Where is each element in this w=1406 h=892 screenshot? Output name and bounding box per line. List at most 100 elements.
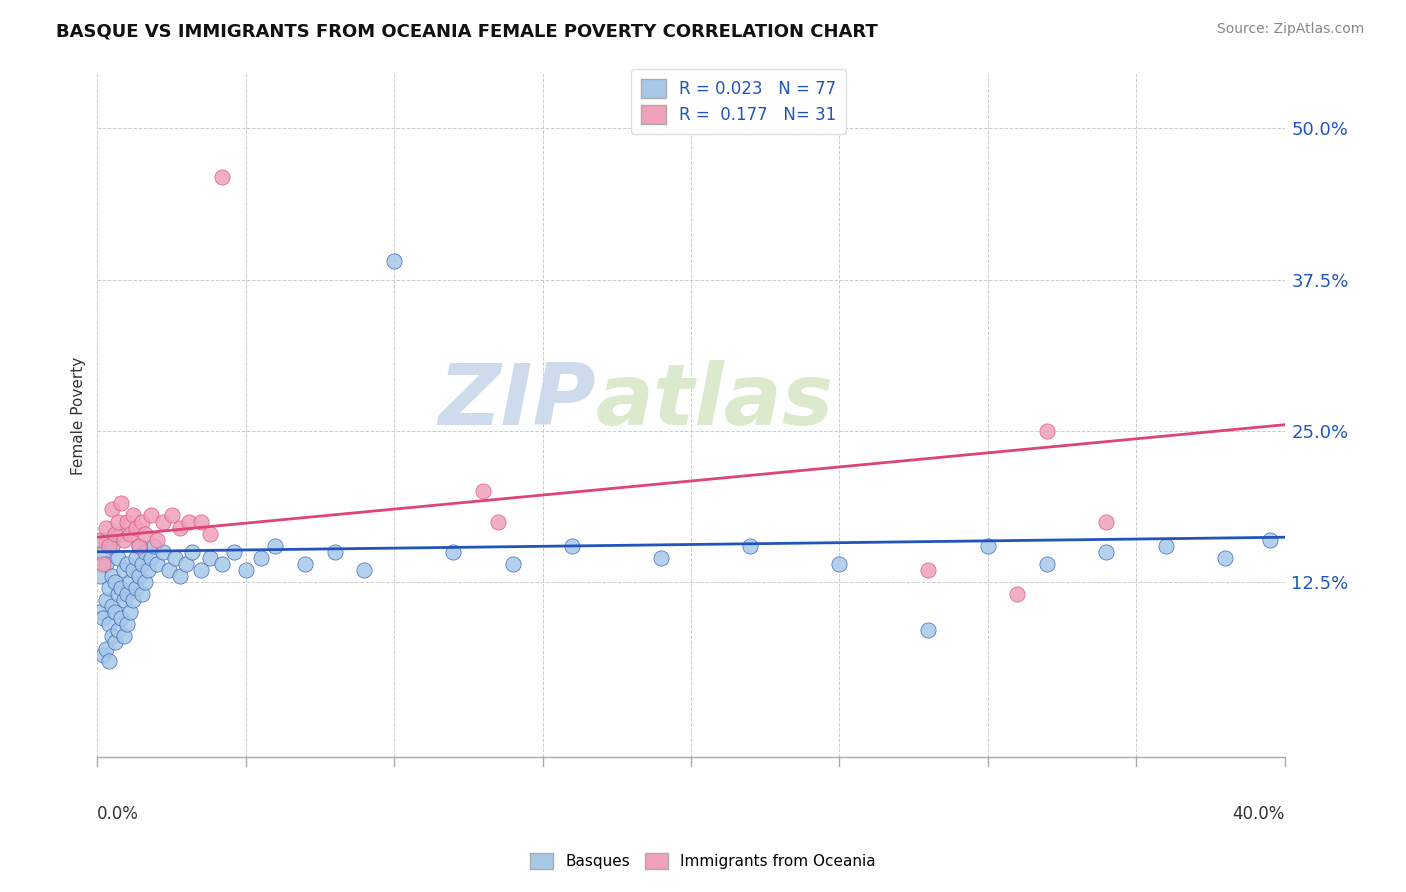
Y-axis label: Female Poverty: Female Poverty <box>72 357 86 475</box>
Text: ZIP: ZIP <box>439 360 596 443</box>
Point <box>139 508 162 523</box>
Point <box>96 641 118 656</box>
Point <box>264 539 287 553</box>
Point <box>917 624 939 638</box>
Point <box>128 539 150 553</box>
Point <box>1036 424 1059 438</box>
Point <box>139 550 162 565</box>
Point <box>1095 545 1118 559</box>
Point <box>104 635 127 649</box>
Point <box>89 533 111 547</box>
Point <box>181 545 204 559</box>
Point <box>98 617 121 632</box>
Point <box>125 550 148 565</box>
Point <box>115 617 138 632</box>
Point <box>486 515 509 529</box>
Point <box>98 581 121 595</box>
Point <box>1036 557 1059 571</box>
Text: 40.0%: 40.0% <box>1232 805 1285 823</box>
Point <box>91 648 114 662</box>
Point <box>101 599 124 614</box>
Point <box>101 539 124 553</box>
Point <box>1154 539 1177 553</box>
Point <box>134 526 156 541</box>
Point <box>157 563 180 577</box>
Point <box>115 515 138 529</box>
Point <box>145 557 167 571</box>
Point <box>249 550 271 565</box>
Text: 0.0%: 0.0% <box>97 805 139 823</box>
Point <box>976 539 998 553</box>
Point <box>91 557 114 571</box>
Point <box>96 520 118 534</box>
Point <box>125 520 148 534</box>
Point <box>561 539 583 553</box>
Point <box>107 550 129 565</box>
Point <box>1095 515 1118 529</box>
Point <box>98 539 121 553</box>
Point <box>222 545 245 559</box>
Point <box>152 515 174 529</box>
Point <box>112 563 135 577</box>
Point <box>96 557 118 571</box>
Point <box>134 545 156 559</box>
Point <box>443 545 465 559</box>
Point <box>131 587 153 601</box>
Point <box>179 515 201 529</box>
Point <box>104 526 127 541</box>
Point <box>190 563 212 577</box>
Point <box>125 581 148 595</box>
Point <box>131 515 153 529</box>
Point <box>131 557 153 571</box>
Point <box>112 533 135 547</box>
Point <box>145 533 167 547</box>
Point <box>112 593 135 607</box>
Point <box>110 526 132 541</box>
Point <box>115 557 138 571</box>
Point <box>104 605 127 619</box>
Point <box>89 569 111 583</box>
Point <box>152 545 174 559</box>
Point <box>142 539 165 553</box>
Point <box>1258 533 1281 547</box>
Point <box>107 587 129 601</box>
Text: Source: ZipAtlas.com: Source: ZipAtlas.com <box>1216 22 1364 37</box>
Point <box>160 508 183 523</box>
Point <box>128 539 150 553</box>
Point <box>110 496 132 510</box>
Point <box>294 557 316 571</box>
Point <box>101 502 124 516</box>
Point <box>110 581 132 595</box>
Point <box>917 563 939 577</box>
Point <box>115 587 138 601</box>
Point <box>118 574 141 589</box>
Point <box>91 545 114 559</box>
Point <box>118 526 141 541</box>
Point <box>235 563 257 577</box>
Point <box>122 593 145 607</box>
Point <box>353 563 375 577</box>
Point <box>382 254 405 268</box>
Text: atlas: atlas <box>596 360 834 443</box>
Point <box>211 169 233 184</box>
Point <box>128 569 150 583</box>
Point <box>163 550 186 565</box>
Point <box>107 515 129 529</box>
Point <box>107 624 129 638</box>
Point <box>104 574 127 589</box>
Point <box>211 557 233 571</box>
Point <box>112 629 135 643</box>
Point <box>98 654 121 668</box>
Point <box>828 557 851 571</box>
Point <box>110 611 132 625</box>
Point <box>118 605 141 619</box>
Point <box>176 557 198 571</box>
Point <box>134 574 156 589</box>
Point <box>198 526 221 541</box>
Point <box>89 605 111 619</box>
Point <box>198 550 221 565</box>
Point <box>740 539 762 553</box>
Point <box>96 593 118 607</box>
Point <box>502 557 524 571</box>
Legend: R = 0.023   N = 77, R =  0.177   N= 31: R = 0.023 N = 77, R = 0.177 N= 31 <box>631 69 846 134</box>
